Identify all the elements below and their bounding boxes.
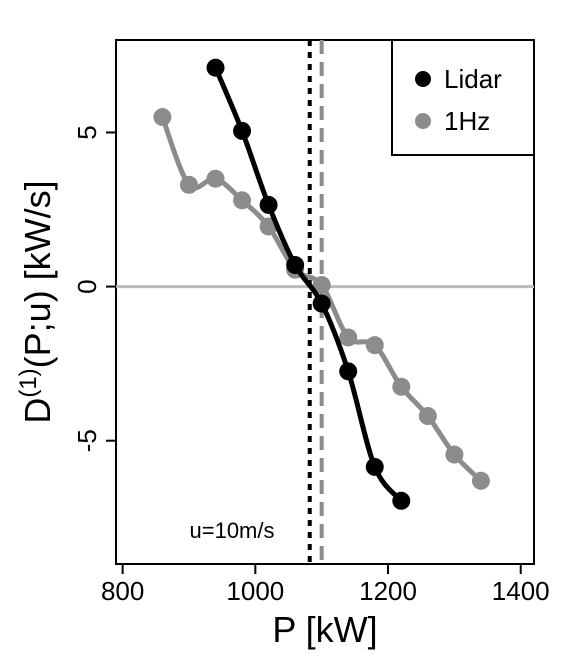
legend-marker-lidar — [415, 71, 431, 87]
series-lidar — [206, 58, 411, 510]
data-point-1hz — [206, 169, 225, 188]
legend-marker-1hz — [415, 113, 431, 129]
y-tick-label: 0 — [72, 279, 102, 293]
data-point-1hz — [418, 407, 437, 426]
legend-label-lidar: Lidar — [444, 64, 502, 94]
x-tick-label: 1200 — [359, 576, 417, 606]
legend-box — [391, 39, 535, 156]
reference-vlines — [307, 40, 324, 564]
data-point-1hz — [392, 377, 411, 396]
data-point-lidar — [339, 362, 358, 381]
x-tick-label: 800 — [101, 576, 144, 606]
data-point-1hz — [445, 445, 464, 464]
y-axis-title-main: D — [17, 398, 58, 424]
data-point-1hz — [471, 471, 490, 490]
y-tick-label: -5 — [72, 429, 102, 452]
y-axis-title-rest: (P;u) [kW/s] — [17, 180, 58, 368]
data-point-1hz — [179, 175, 198, 194]
data-point-1hz — [153, 108, 172, 127]
x-tick-label: 1400 — [492, 576, 550, 606]
data-point-lidar — [392, 491, 411, 510]
data-point-lidar — [312, 294, 331, 313]
data-point-1hz — [365, 336, 384, 355]
data-point-1hz — [233, 191, 252, 210]
data-point-1hz — [312, 276, 331, 295]
data-point-lidar — [206, 58, 225, 77]
y-axis: -5 0 5 — [72, 125, 116, 452]
legend-label-1hz: 1Hz — [444, 106, 490, 136]
data-point-lidar — [365, 457, 384, 476]
data-point-lidar — [233, 121, 252, 140]
wind-speed-annotation: u=10m/s — [190, 518, 275, 543]
plot-frame — [115, 39, 535, 565]
y-axis-title-superscript: (1) — [15, 368, 42, 397]
data-point-lidar — [259, 195, 278, 214]
y-tick-label: 5 — [72, 125, 102, 139]
data-point-lidar — [286, 256, 305, 275]
legend: Lidar 1Hz — [391, 39, 535, 156]
series-layer — [153, 58, 490, 510]
y-axis-title: D(1)(P;u) [kW/s] — [15, 180, 58, 423]
x-axis: 800 1000 1200 1400 — [101, 564, 550, 606]
x-tick-label: 1000 — [226, 576, 284, 606]
x-axis-title: P [kW] — [272, 609, 377, 650]
data-point-1hz — [339, 328, 358, 347]
